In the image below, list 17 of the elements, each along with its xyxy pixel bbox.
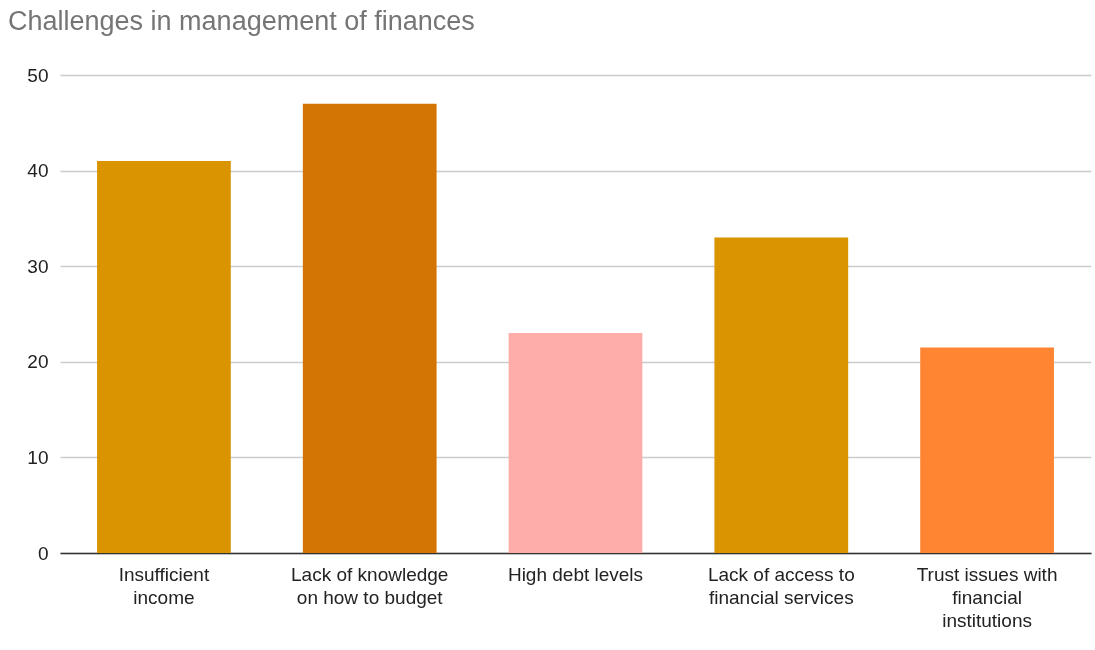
y-tick-label: 20 — [27, 351, 49, 373]
bar — [508, 333, 643, 553]
y-tick-label: 0 — [37, 542, 49, 564]
x-tick-label: Lack of access to financial services — [707, 563, 855, 608]
y-tick-label: 50 — [27, 64, 49, 86]
bar — [920, 347, 1054, 553]
bar — [714, 237, 849, 553]
x-tick-label: Lack of knowledge on how to budget — [291, 563, 449, 608]
x-tick-label: High debt levels — [507, 563, 644, 585]
bar — [97, 161, 231, 553]
y-tick-label: 30 — [27, 255, 49, 277]
y-tick-label: 40 — [27, 160, 49, 182]
y-tick-label: 10 — [27, 446, 49, 468]
bar — [302, 103, 437, 553]
x-tick-label: Trust issues with financial institutions — [916, 563, 1058, 631]
x-tick-label: Insufficient income — [118, 563, 210, 608]
chart-title: Challenges in management of finances — [8, 6, 475, 36]
